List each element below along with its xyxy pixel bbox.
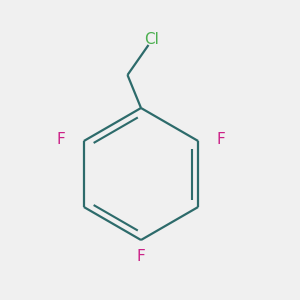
Text: Cl: Cl: [144, 32, 159, 47]
Text: F: F: [136, 249, 146, 264]
Text: F: F: [216, 132, 225, 147]
Text: F: F: [57, 132, 66, 147]
